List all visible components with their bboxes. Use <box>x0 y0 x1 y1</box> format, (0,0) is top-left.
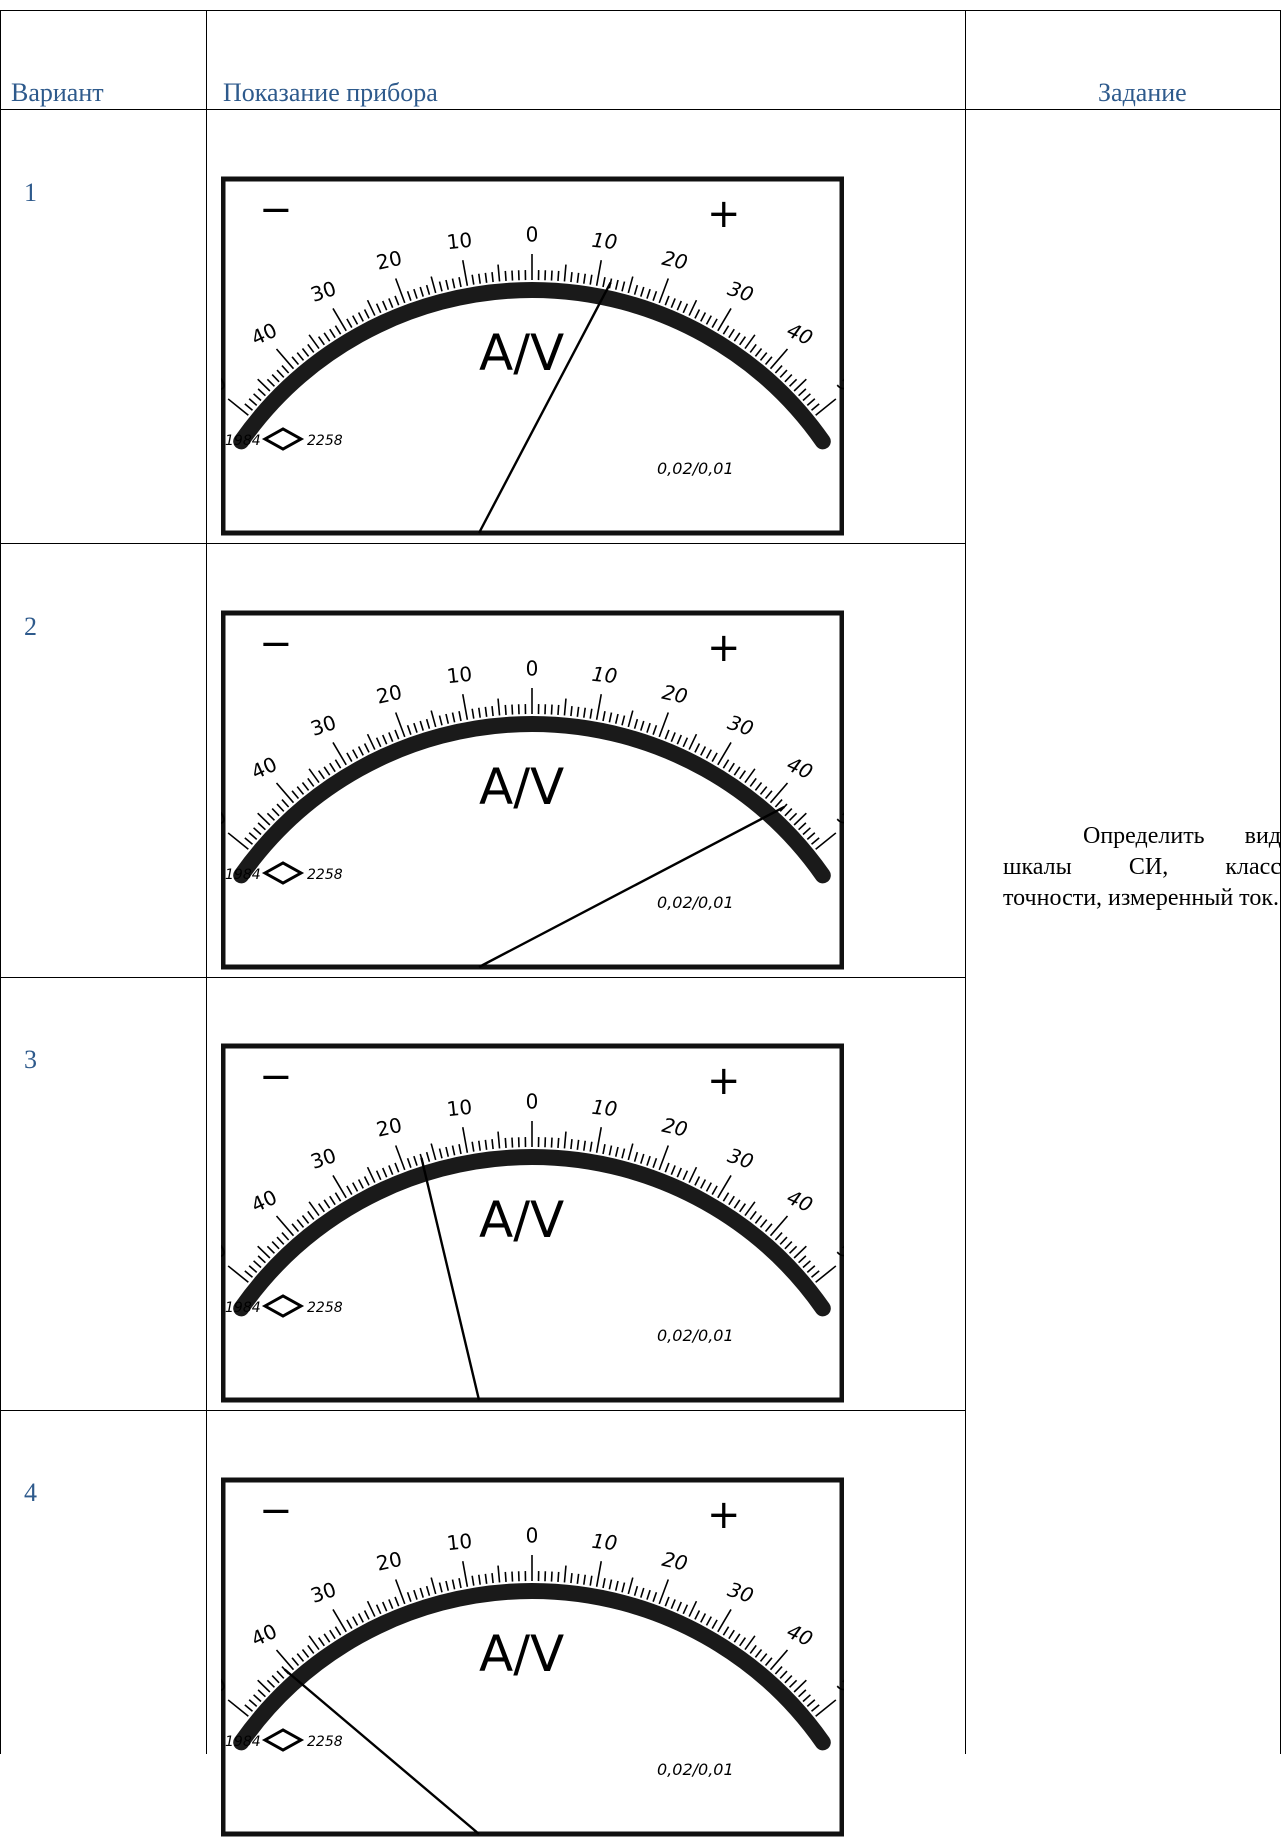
table-border <box>0 109 1281 110</box>
scale-label: 10 <box>445 1095 473 1122</box>
scale-tick <box>492 706 493 716</box>
unit-label: A/V <box>479 758 564 816</box>
table-border <box>0 543 966 544</box>
scale-label: 10 <box>445 1529 473 1556</box>
minus-sign: − <box>259 1488 293 1534</box>
header-task: Задание <box>1098 78 1187 108</box>
scale-tick <box>571 1139 572 1149</box>
variant-number: 4 <box>24 1478 37 1508</box>
scale-tick <box>492 1139 493 1149</box>
scale-label: 0 <box>526 657 539 681</box>
table-border <box>206 10 207 1754</box>
variant-number: 1 <box>24 178 37 208</box>
scale-tick <box>505 1572 506 1582</box>
scale-tick <box>571 706 572 716</box>
scale-tick <box>505 705 506 715</box>
year-mark: 1984 <box>225 1300 261 1316</box>
unit-label: A/V <box>479 324 564 382</box>
scale-label: 10 <box>591 228 619 255</box>
plus-sign: + <box>707 625 741 671</box>
scale-label: 10 <box>591 1095 619 1122</box>
scale-tick <box>571 272 572 282</box>
plus-sign: + <box>707 1492 741 1538</box>
scale-tick <box>558 705 559 715</box>
scale-tick <box>492 1573 493 1583</box>
accuracy-class: 0,02/0,01 <box>657 1760 734 1779</box>
minus-sign: − <box>259 621 293 667</box>
scale-tick <box>512 705 513 715</box>
scale-tick <box>558 1138 559 1148</box>
minus-sign: − <box>259 1054 293 1100</box>
table-border <box>0 977 966 978</box>
year-mark: 1984 <box>225 1734 261 1750</box>
serial-number: 2258 <box>307 1300 343 1316</box>
scale-label: 10 <box>591 1529 619 1556</box>
variant-number: 2 <box>24 612 37 642</box>
scale-tick <box>551 1572 552 1582</box>
table-border <box>0 10 1281 11</box>
table-border <box>0 1410 966 1411</box>
table-border <box>0 10 1 1754</box>
scale-tick <box>558 271 559 281</box>
year-mark: 1984 <box>225 867 261 883</box>
minus-sign: − <box>259 187 293 233</box>
scale-tick <box>551 1138 552 1148</box>
serial-number: 2258 <box>307 867 343 883</box>
scale-tick <box>505 1138 506 1148</box>
scale-tick <box>512 271 513 281</box>
scale-tick <box>512 1138 513 1148</box>
task-text: Определить вид шкалы СИ, класс точности,… <box>1003 821 1281 914</box>
year-mark: 1984 <box>225 433 261 449</box>
serial-number: 2258 <box>307 1734 343 1750</box>
header-reading: Показание прибора <box>223 78 438 108</box>
scale-label: 10 <box>445 662 473 689</box>
accuracy-class: 0,02/0,01 <box>657 1326 734 1345</box>
scale-tick <box>551 705 552 715</box>
scale-tick <box>558 1572 559 1582</box>
scale-label: 0 <box>526 1090 539 1114</box>
scale-label: 10 <box>445 228 473 255</box>
plus-sign: + <box>707 1058 741 1104</box>
unit-label: A/V <box>479 1191 564 1249</box>
scale-label: 10 <box>591 662 619 689</box>
unit-label: A/V <box>479 1625 564 1683</box>
serial-number: 2258 <box>307 433 343 449</box>
variant-number: 3 <box>24 1045 37 1075</box>
plus-sign: + <box>707 191 741 237</box>
scale-tick <box>571 1573 572 1583</box>
scale-tick <box>492 272 493 282</box>
accuracy-class: 0,02/0,01 <box>657 893 734 912</box>
scale-tick <box>505 271 506 281</box>
header-variant: Вариант <box>11 78 104 108</box>
task-text-content: Определить вид шкалы СИ, класс точности,… <box>1003 823 1281 911</box>
table-border <box>965 10 966 1754</box>
scale-tick <box>512 1572 513 1582</box>
scale-tick <box>551 271 552 281</box>
scale-label: 0 <box>526 223 539 247</box>
accuracy-class: 0,02/0,01 <box>657 459 734 478</box>
scale-label: 0 <box>526 1524 539 1548</box>
